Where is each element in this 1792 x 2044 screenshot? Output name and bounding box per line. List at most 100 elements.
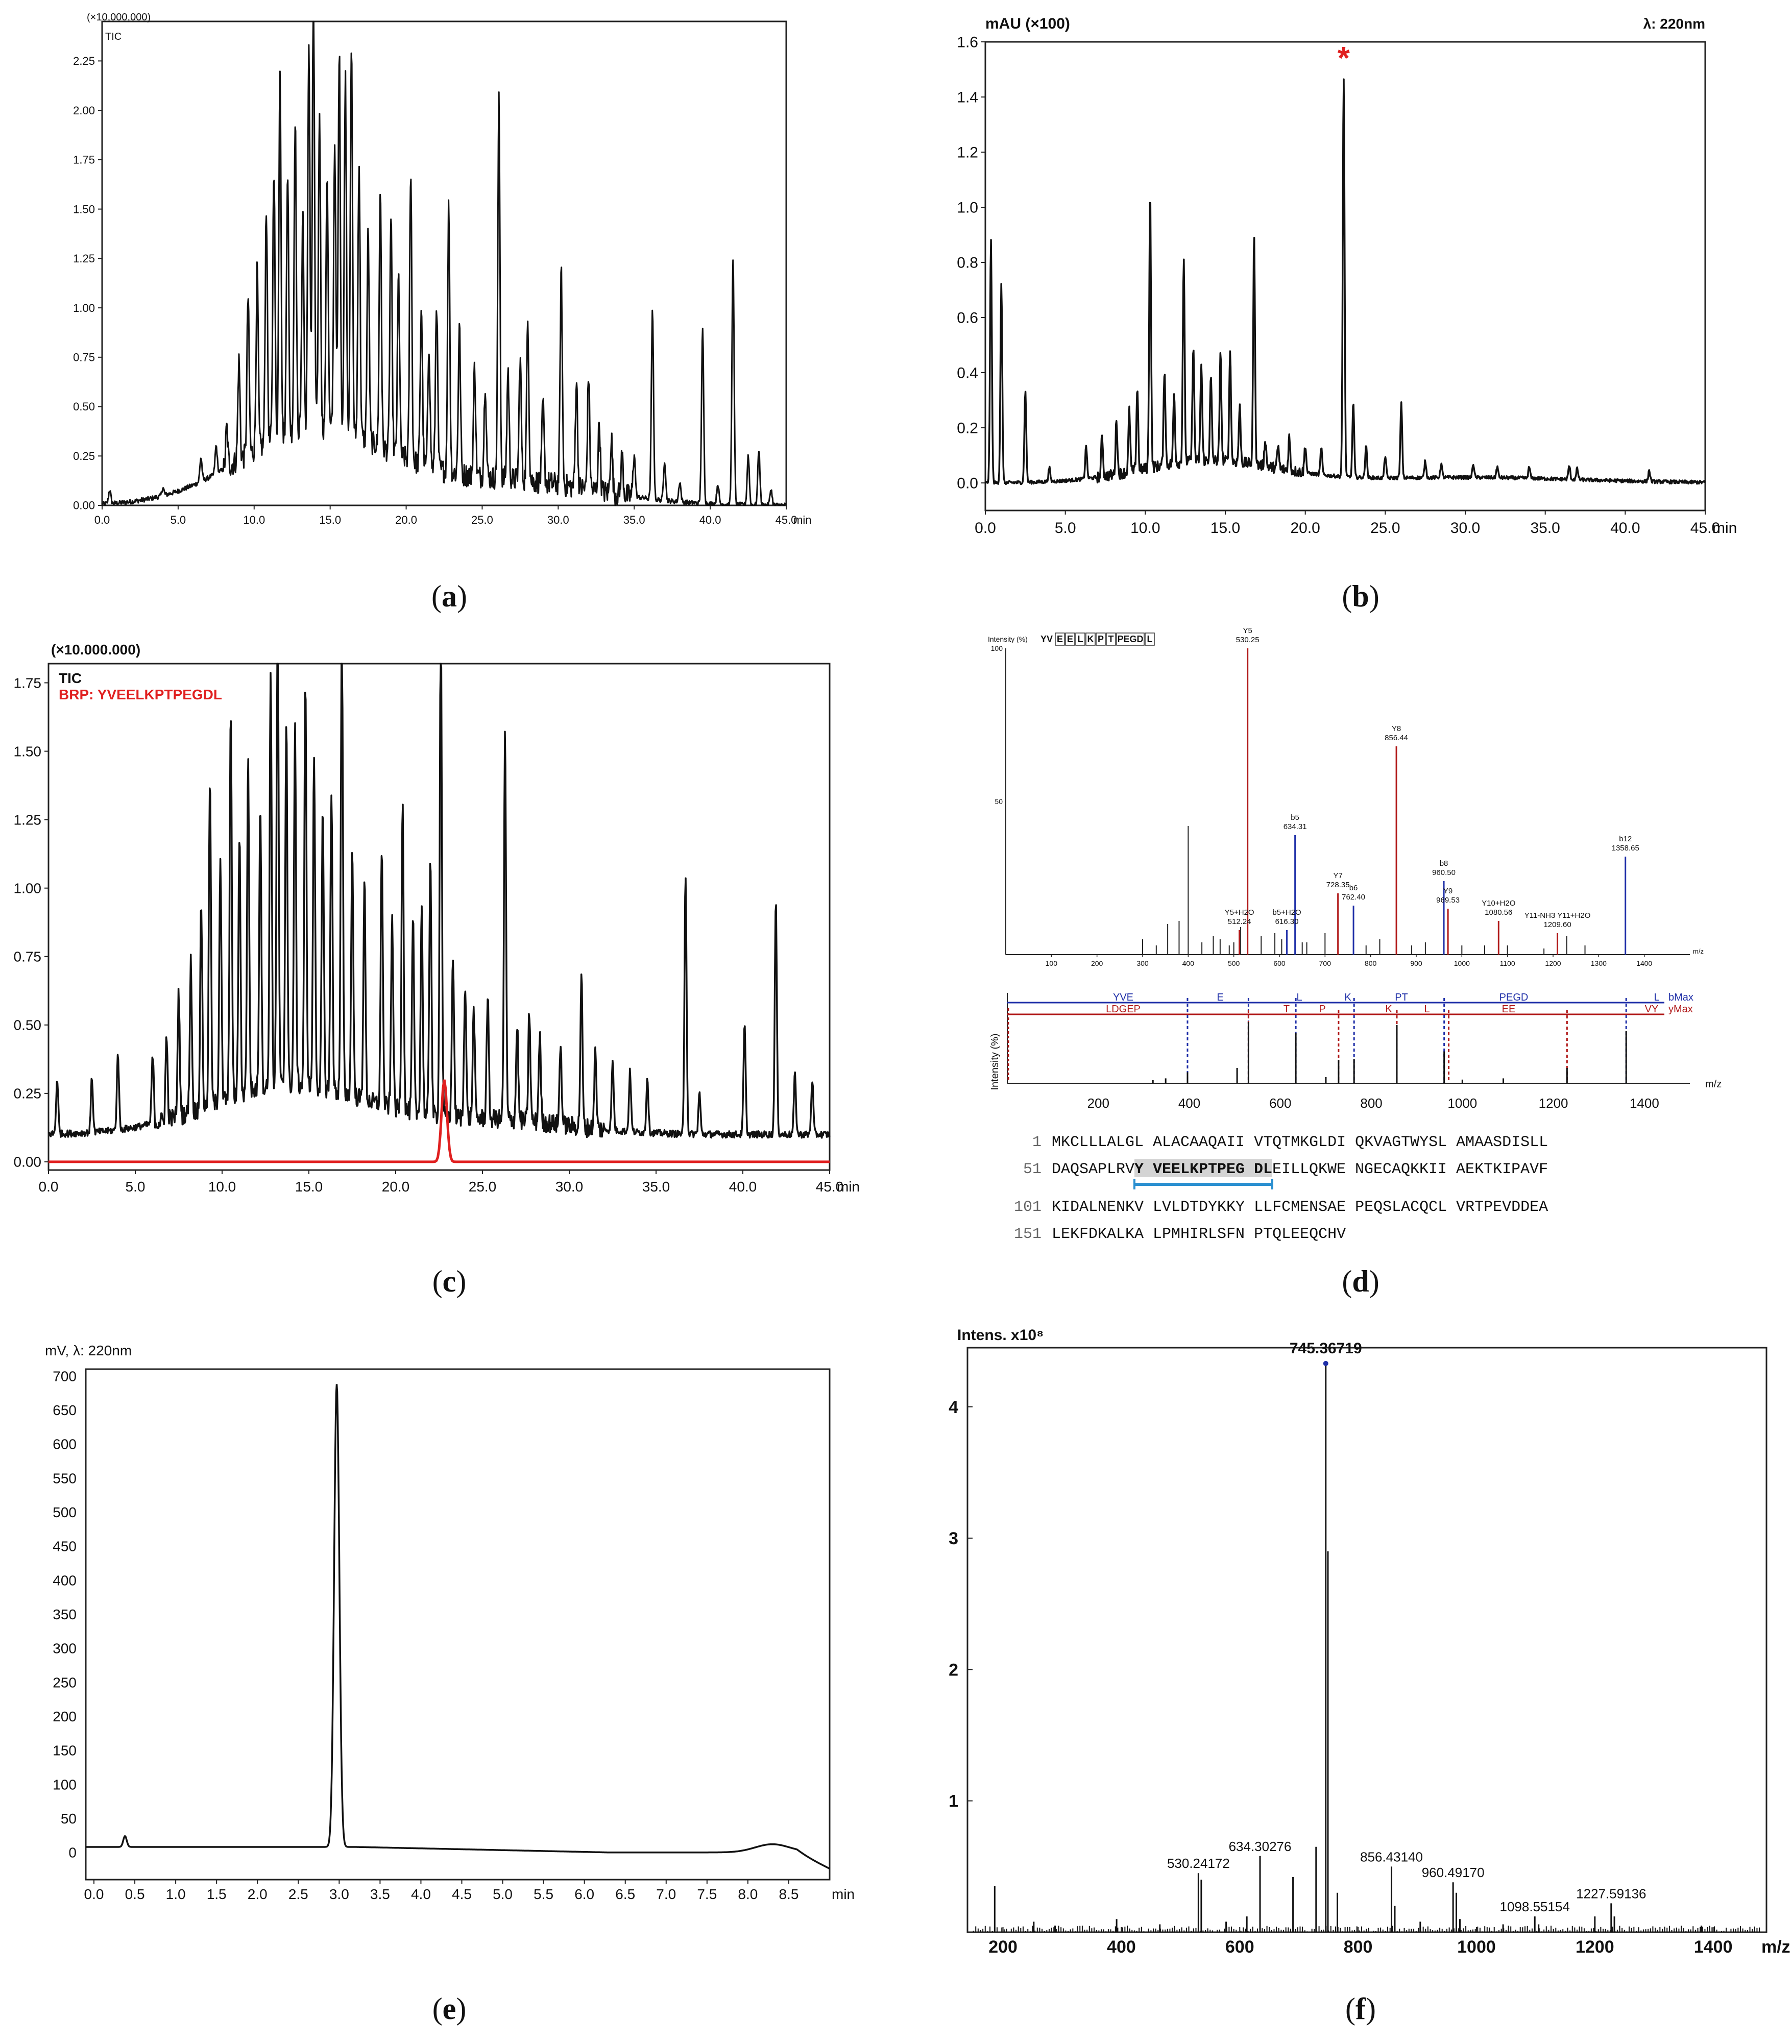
base-peak-label: 745.36719 <box>1290 1340 1362 1357</box>
x-tick-label: 1000 <box>1457 1937 1496 1957</box>
brp-trace <box>49 1079 830 1163</box>
y-tick-label: 0.0 <box>957 475 978 492</box>
x-axis-label: min <box>793 514 811 526</box>
map-x-label: m/z <box>1705 1079 1722 1090</box>
peak-ion-label: Y9 <box>1443 887 1452 895</box>
spectrum-x-label: m/z <box>1693 947 1704 955</box>
panel-caption: (f) <box>1345 1992 1376 2026</box>
peak-mz-label: 1098.55154 <box>1500 1899 1570 1914</box>
x-tick-label: 400 <box>1107 1937 1136 1957</box>
peptide-fragment-label: L <box>1147 634 1153 644</box>
x-tick-label: 2.0 <box>248 1886 268 1902</box>
y-tick-label: 1.4 <box>957 89 978 106</box>
y-tick-label: 1.25 <box>73 252 95 265</box>
x-tick-label: 5.0 <box>493 1886 513 1902</box>
y-tick-label: 500 <box>53 1504 77 1520</box>
x-axis-label: min <box>832 1886 855 1902</box>
panel-caption: (e) <box>432 1992 467 2026</box>
b-max-label: bMax <box>1668 992 1693 1003</box>
peptide-fragment-box <box>1145 632 1155 646</box>
x-tick-label: 20.0 <box>1290 520 1320 537</box>
spectrum-x-tick-label: 1200 <box>1545 959 1561 967</box>
spectrum-x-tick-label: 400 <box>1182 959 1195 967</box>
map-x-tick-label: 1200 <box>1539 1096 1568 1111</box>
x-tick-label: 5.5 <box>534 1886 553 1902</box>
x-tick-label: 30.0 <box>547 514 569 526</box>
x-tick-label: 20.0 <box>395 514 417 526</box>
peptide-fragment-box <box>1106 632 1116 646</box>
y-tick-label: 0 <box>68 1845 77 1861</box>
chart-c: 0.00 0.25 0.50 0.75 1.00 1.25 1.50 1.75 0.0 5.0 10… <box>14 642 860 1195</box>
x-tick-label: 15.0 <box>319 514 341 526</box>
y-tick-label: 1 <box>949 1792 958 1811</box>
x-tick-label: 2.5 <box>288 1886 308 1902</box>
x-tick-label: 10.0 <box>1130 520 1160 537</box>
x-tick-label: 0.0 <box>84 1886 104 1902</box>
y-tick-label: 100 <box>53 1777 77 1792</box>
panel-caption: (b) <box>1342 579 1379 613</box>
x-tick-label: 10.0 <box>243 514 265 526</box>
panel-caption: (d) <box>1342 1264 1379 1298</box>
x-tick-label: 25.0 <box>1370 520 1400 537</box>
x-tick-label: 8.5 <box>779 1886 798 1902</box>
y-tick-label: 2.00 <box>73 104 95 117</box>
peak-mz-label: 616.30 <box>1275 917 1299 926</box>
plot-frame <box>47 663 831 1171</box>
x-tick-label: 3.5 <box>370 1886 390 1902</box>
peptide-fragment-box <box>1116 632 1145 646</box>
y-tick-label: 0.75 <box>14 949 42 965</box>
peak-ion-label: b8 <box>1440 859 1448 868</box>
spectrum-x-tick-label: 1400 <box>1636 959 1652 967</box>
y-tick-label: 0.50 <box>73 400 95 413</box>
y-tick-label: 1.50 <box>73 203 95 215</box>
peak-mz-label: 530.24172 <box>1167 1856 1230 1871</box>
x-tick-label: 20.0 <box>382 1179 410 1195</box>
peptide-fragment-label: YV <box>1040 634 1053 644</box>
y-ion-segment: EE <box>1502 1004 1516 1015</box>
wavelength-label: λ: 220nm <box>1643 16 1705 32</box>
spectrum-x-tick-label: 1000 <box>1454 959 1470 967</box>
y-tick-label: 600 <box>53 1437 77 1452</box>
b-ion-segment: PT <box>1395 992 1408 1003</box>
peptide-fragment-label: PEGD <box>1117 634 1143 644</box>
x-tick-label: 15.0 <box>295 1179 323 1195</box>
y-tick-label: 200 <box>53 1709 77 1724</box>
peak-mz-label: 856.44 <box>1385 734 1408 742</box>
chromatogram-trace <box>101 20 787 506</box>
b-ion-segment: L <box>1654 992 1659 1003</box>
sequence-residue-number: 51 <box>1023 1161 1042 1178</box>
y-tick-label: 1.00 <box>14 880 42 896</box>
spectrum-x-tick-label: 700 <box>1319 959 1331 967</box>
sequence-line-post: EILLQKWE NGECAQKKII AEKTKIPAVF <box>1272 1161 1548 1178</box>
spectrum-y-tick-label: 100 <box>991 644 1003 652</box>
x-tick-label: 40.0 <box>729 1179 757 1195</box>
peptide-fragment-box <box>1055 632 1065 646</box>
b-ion-segment: E <box>1217 992 1223 1003</box>
y-ion-segment: LDGEP <box>1106 1004 1141 1015</box>
peptide-fragment-label: T <box>1108 634 1114 644</box>
sequence-residue-number: 151 <box>1014 1226 1042 1243</box>
spectrum-x-tick-label: 600 <box>1273 959 1286 967</box>
x-tick-label: 200 <box>988 1937 1018 1957</box>
y-tick-label: 700 <box>53 1368 77 1384</box>
y-tick-label: 0.4 <box>957 365 978 382</box>
peak-ion-label: Y11-NH3 Y11+H2O <box>1524 911 1591 920</box>
peptide-fragment-box <box>1075 632 1085 646</box>
y-tick-label: 0.25 <box>73 450 95 463</box>
x-tick-label: 7.0 <box>656 1886 676 1902</box>
peptide-fragment-label: K <box>1087 634 1094 644</box>
x-tick-label: 35.0 <box>642 1179 670 1195</box>
y-tick-label: 400 <box>53 1572 77 1588</box>
y-tick-label: 0.50 <box>14 1017 42 1033</box>
spectrum-x-tick-label: 1300 <box>1591 959 1607 967</box>
legend-tic: TIC <box>59 670 82 686</box>
peak-ion-label: b5+H2O <box>1272 908 1301 917</box>
y-tick-label: 0.6 <box>957 310 978 327</box>
chart-b: 0.0 0.2 0.4 0.6 0.8 1.0 1.2 1.4 1.6 0.0 5.0 10.0 15.… <box>957 15 1737 537</box>
y-tick-label: 0.8 <box>957 255 978 272</box>
peak-mz-label: 762.40 <box>1342 893 1365 902</box>
peak-asterisk: * <box>1338 41 1350 76</box>
x-axis-label: min <box>837 1179 860 1195</box>
panel-caption: (c) <box>432 1264 467 1298</box>
peak-ion-label: Y5 <box>1243 626 1252 635</box>
